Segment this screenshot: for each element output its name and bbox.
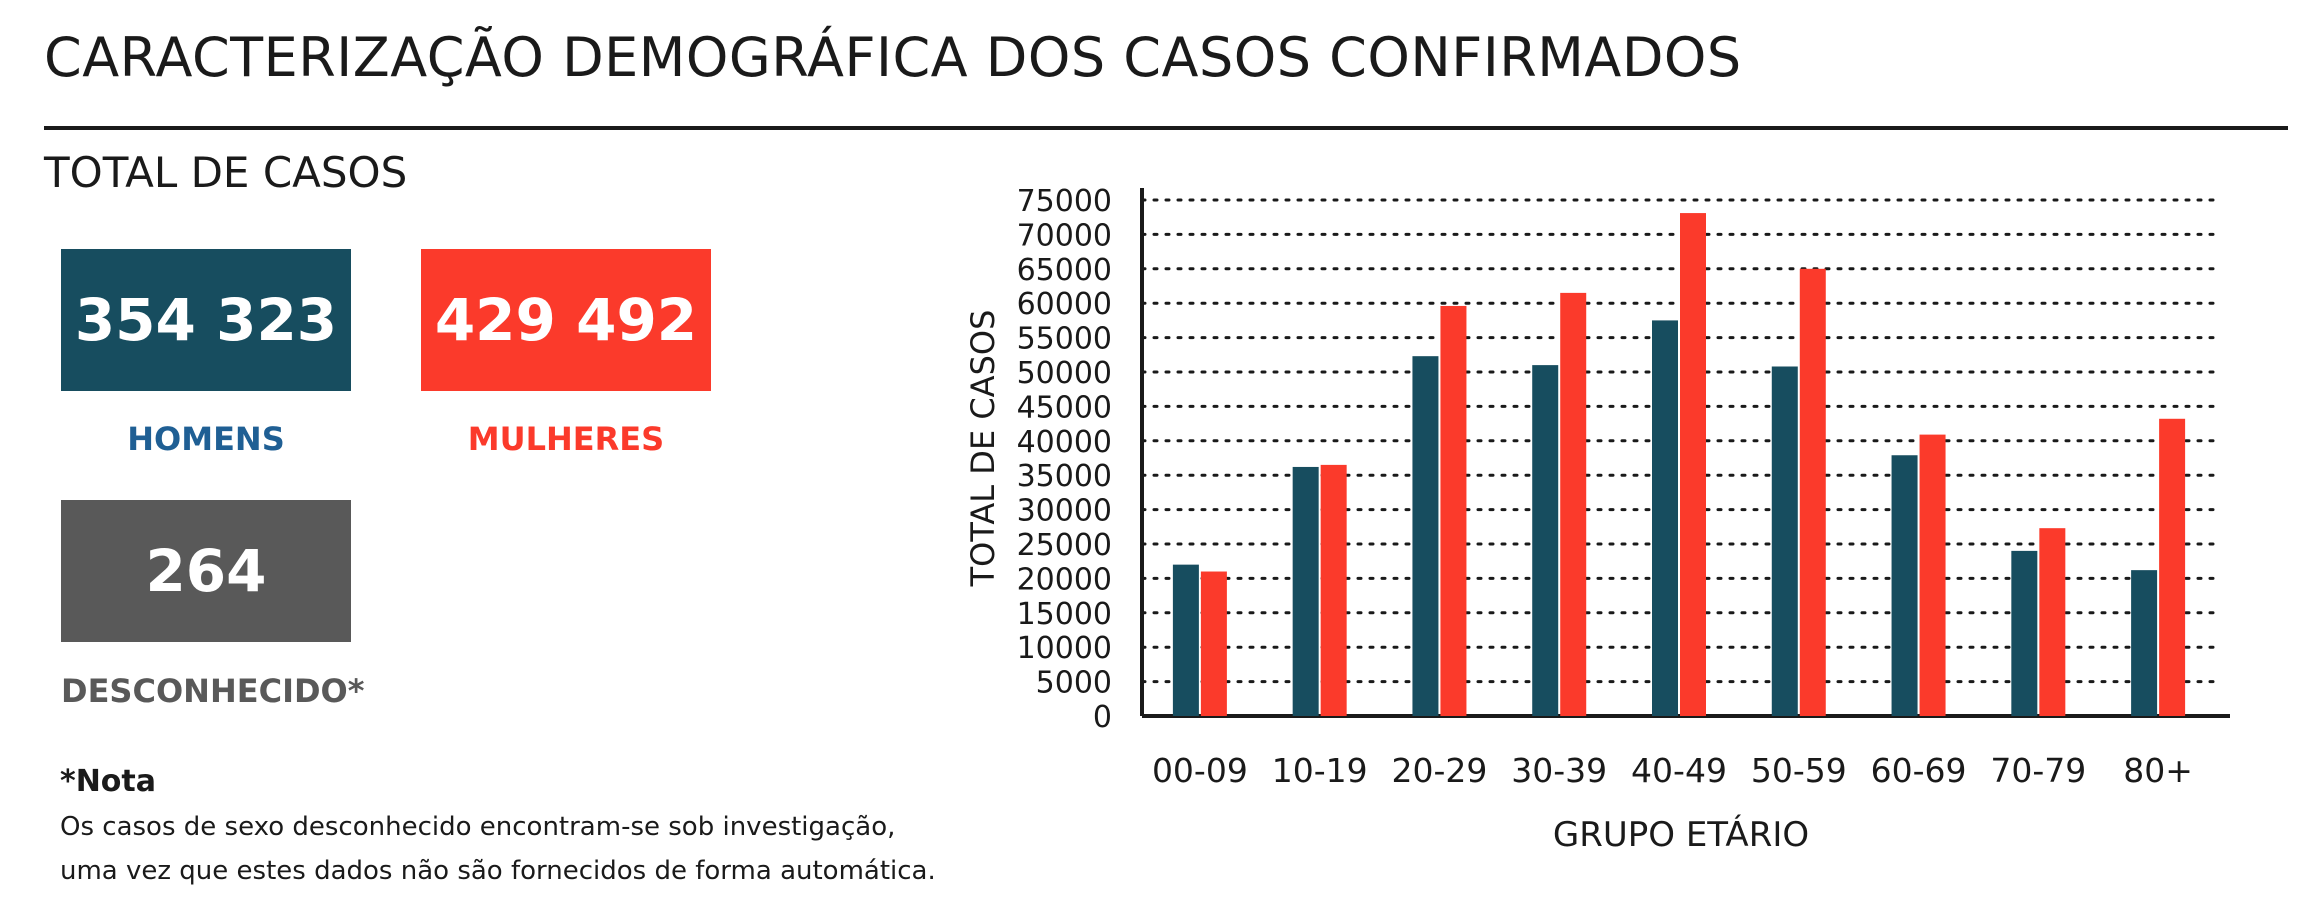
y-tick-label: 5000 bbox=[1036, 666, 1112, 701]
x-tick-label: 20-29 bbox=[1391, 751, 1487, 790]
bar-series1-80+ bbox=[2131, 570, 2158, 716]
y-tick-label: 50000 bbox=[1017, 356, 1112, 391]
y-tick-label: 0 bbox=[1093, 700, 1112, 735]
bar-series1-00-09 bbox=[1172, 564, 1199, 716]
bar-series2-30-39 bbox=[1560, 292, 1587, 716]
bar-series2-10-19 bbox=[1320, 464, 1347, 716]
x-tick-label: 00-09 bbox=[1152, 751, 1248, 790]
bar-series2-00-09 bbox=[1200, 571, 1227, 716]
kpi-homens-label: HOMENS bbox=[127, 420, 285, 458]
bar-series2-80+ bbox=[2159, 418, 2186, 716]
bar-series2-60-69 bbox=[1919, 434, 1946, 716]
note-line-2: uma vez que estes dados não são fornecid… bbox=[60, 856, 936, 886]
bar-series1-70-79 bbox=[2011, 550, 2038, 716]
bar-series1-40-49 bbox=[1652, 320, 1678, 716]
age-group-bar-chart: 0500010000150002000025000300003500040000… bbox=[964, 184, 2230, 855]
x-tick-label: 10-19 bbox=[1272, 751, 1368, 790]
bar-series1-10-19 bbox=[1292, 466, 1319, 716]
y-tick-label: 75000 bbox=[1017, 184, 1112, 219]
bar-series2-20-29 bbox=[1440, 305, 1467, 716]
kpi-mulheres-label: MULHERES bbox=[467, 420, 665, 458]
y-tick-label: 70000 bbox=[1017, 218, 1112, 253]
kpi-desconhecido-box: 264 bbox=[61, 500, 351, 642]
y-tick-label: 35000 bbox=[1017, 459, 1112, 494]
y-tick-label: 65000 bbox=[1017, 253, 1112, 288]
y-axis-title: TOTAL DE CASOS bbox=[964, 310, 1002, 588]
y-tick-label: 25000 bbox=[1017, 528, 1112, 563]
kpi-homens-box: 354 323 bbox=[61, 249, 351, 391]
kpi-mulheres-box: 429 492 bbox=[421, 249, 711, 391]
title-divider bbox=[44, 126, 2288, 130]
bar-series1-30-39 bbox=[1532, 365, 1559, 716]
x-tick-label: 50-59 bbox=[1751, 751, 1847, 790]
bar-series2-70-79 bbox=[2039, 528, 2066, 716]
y-tick-label: 55000 bbox=[1017, 322, 1112, 357]
x-tick-label: 60-69 bbox=[1871, 751, 1967, 790]
bar-series2-40-49 bbox=[1680, 213, 1706, 716]
y-tick-label: 20000 bbox=[1017, 562, 1112, 597]
y-tick-label: 15000 bbox=[1017, 597, 1112, 632]
x-tick-label: 80+ bbox=[2123, 751, 2193, 790]
y-tick-label: 10000 bbox=[1017, 631, 1112, 666]
x-tick-label: 40-49 bbox=[1631, 751, 1727, 790]
bar-series1-60-69 bbox=[1891, 455, 1918, 716]
kpi-desconhecido-label: DESCONHECIDO* bbox=[61, 672, 365, 710]
x-tick-label: 30-39 bbox=[1511, 751, 1607, 790]
page-title: CARACTERIZAÇÃO DEMOGRÁFICA DOS CASOS CON… bbox=[44, 26, 1742, 89]
y-tick-label: 40000 bbox=[1017, 425, 1112, 460]
x-axis-title: GRUPO ETÁRIO bbox=[1553, 814, 1809, 855]
note-line-1: Os casos de sexo desconhecido encontram-… bbox=[60, 812, 896, 842]
y-tick-label: 60000 bbox=[1017, 287, 1112, 322]
section-subtitle: TOTAL DE CASOS bbox=[44, 148, 408, 197]
y-tick-label: 45000 bbox=[1017, 390, 1112, 425]
bar-series1-50-59 bbox=[1771, 366, 1798, 716]
y-tick-label: 30000 bbox=[1017, 494, 1112, 529]
x-tick-label: 70-79 bbox=[1990, 751, 2086, 790]
note-title: *Nota bbox=[60, 764, 156, 799]
bar-series2-50-59 bbox=[1799, 268, 1826, 716]
bar-series1-20-29 bbox=[1412, 356, 1439, 716]
